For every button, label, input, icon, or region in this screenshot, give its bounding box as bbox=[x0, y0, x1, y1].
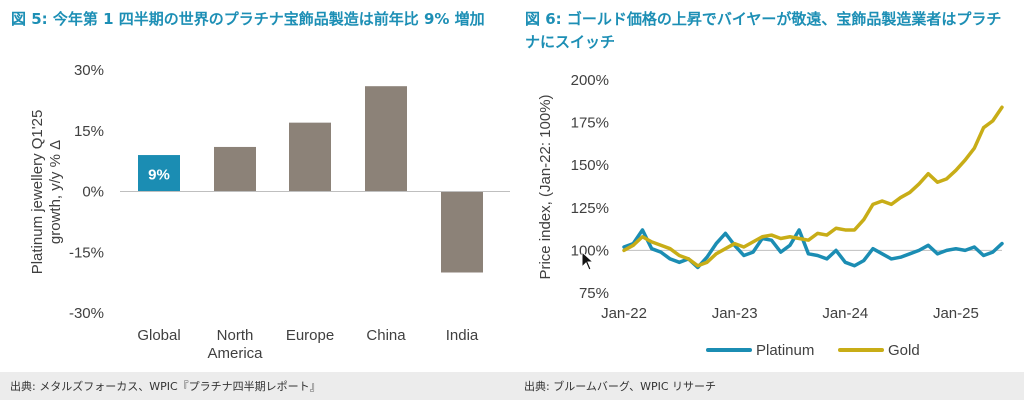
y-axis-title: Price index, (Jan-22: 100%) bbox=[537, 94, 554, 279]
x-category-label: Global bbox=[137, 327, 180, 344]
y-tick-label: 175% bbox=[571, 115, 609, 132]
right-chart-source: 出典: ブルームバーグ、WPIC リサーチ bbox=[524, 380, 717, 393]
y-axis-title: Platinum jewellery Q1'25 growth, y/y % Δ bbox=[29, 110, 64, 275]
y-tick-label: 100% bbox=[571, 242, 609, 259]
bar-north-america bbox=[214, 146, 256, 192]
mouse-pointer-icon bbox=[581, 251, 595, 271]
x-category-label: Europe bbox=[286, 327, 334, 344]
y-tick-label: 200% bbox=[571, 72, 609, 89]
bar-data-label: 9% bbox=[148, 166, 170, 183]
bar-global bbox=[138, 155, 180, 192]
source-footer bbox=[0, 372, 1024, 400]
right-chart-panel: 図 6: ゴールド価格の上昇でバイヤーが敬遠、宝飾品製造業者はプラチナにスイッチ… bbox=[512, 0, 1024, 400]
legend-label-gold: Gold bbox=[888, 342, 920, 359]
x-tick-label: Jan-24 bbox=[822, 305, 868, 322]
left-chart-title: 図 5: 今年第 1 四半期の世界のプラチナ宝飾品製造は前年比 9% 増加 bbox=[11, 10, 485, 28]
x-category-label: India bbox=[446, 327, 479, 344]
bar-europe bbox=[289, 122, 331, 192]
series-line-gold bbox=[622, 105, 1004, 268]
x-category-label: China bbox=[366, 327, 406, 344]
y-tick-label: 125% bbox=[571, 200, 609, 217]
right-chart-title: 図 6: ゴールド価格の上昇でバイヤーが敬遠、宝飾品製造業者はプラチナにスイッチ bbox=[525, 10, 1002, 51]
y-axis-title-text: Price index, (Jan-22: 100%) bbox=[537, 94, 554, 279]
legend-label-platinum: Platinum bbox=[756, 342, 814, 359]
y-axis-title-line: Platinum jewellery Q1'25 bbox=[29, 110, 46, 275]
left-chart-panel: 図 5: 今年第 1 四半期の世界のプラチナ宝飾品製造は前年比 9% 増加 30… bbox=[11, 10, 510, 362]
y-tick-label: 0% bbox=[82, 184, 104, 201]
bar-china bbox=[365, 86, 407, 192]
x-tick-label: Jan-23 bbox=[712, 305, 758, 322]
y-tick-label: 30% bbox=[74, 62, 104, 79]
y-tick-label: 150% bbox=[571, 157, 609, 174]
x-category-label: America bbox=[207, 345, 263, 362]
left-chart-source: 出典: メタルズフォーカス、WPIC『プラチナ四半期レポート』 bbox=[10, 380, 321, 393]
x-tick-label: Jan-22 bbox=[601, 305, 647, 322]
y-tick-label: 15% bbox=[74, 123, 104, 140]
y-axis-title-line: growth, y/y % Δ bbox=[47, 140, 64, 244]
bar-india bbox=[441, 191, 483, 273]
x-category-label: North bbox=[217, 327, 254, 344]
y-tick-label: -30% bbox=[69, 305, 104, 322]
y-tick-label: -15% bbox=[69, 244, 104, 261]
x-tick-label: Jan-25 bbox=[933, 305, 979, 322]
y-tick-label: 75% bbox=[579, 285, 609, 302]
price-index-line-chart: 200% 175% 150% 125% 100% 75% Jan-22 Jan-23 Jan-2… bbox=[537, 72, 1004, 359]
